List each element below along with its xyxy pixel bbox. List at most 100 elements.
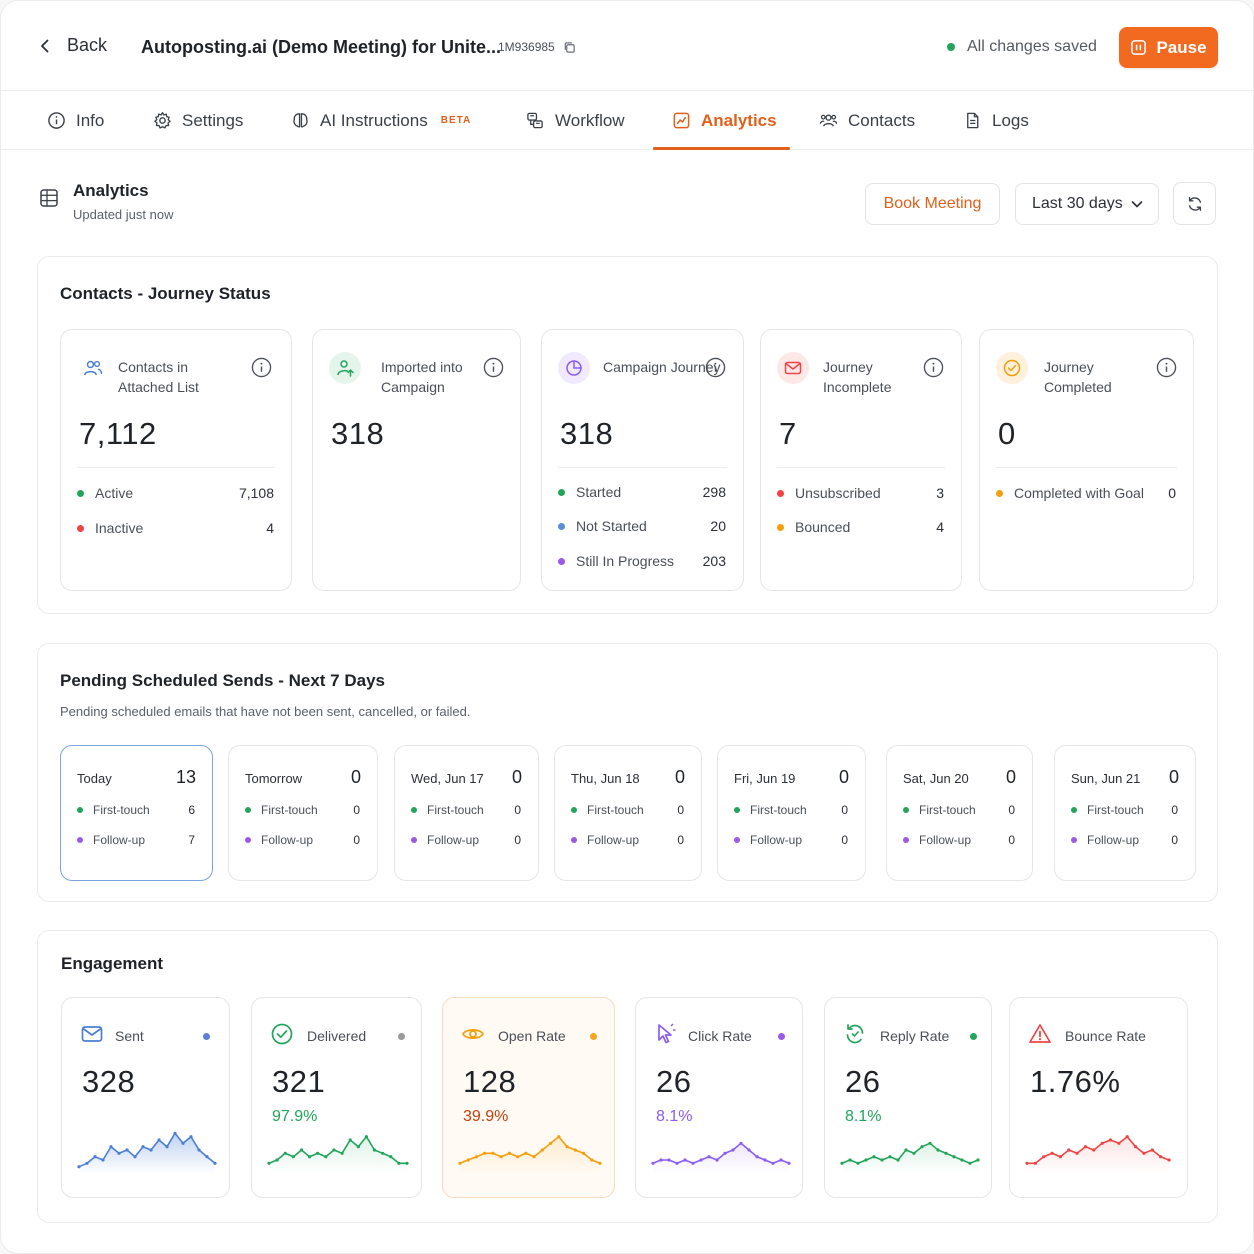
sent-card: Sent 328: [61, 997, 230, 1198]
sparkline-point: [532, 1155, 536, 1159]
sparkline-point: [731, 1148, 735, 1152]
sparkline-point: [372, 1148, 377, 1152]
metric-label: Sent: [115, 1028, 144, 1044]
sparkline-point: [888, 1155, 892, 1159]
tab-ai-instructions[interactable]: AI Instructions BETA: [291, 91, 471, 150]
sparkline-point: [267, 1161, 271, 1165]
pending-title: Pending Scheduled Sends - Next 7 Days: [60, 671, 385, 690]
book-meeting-button[interactable]: Book Meeting: [865, 183, 1000, 225]
stat-label: Active: [95, 485, 134, 501]
back-button[interactable]: Back: [37, 35, 107, 56]
date-range-select[interactable]: Last 30 days: [1015, 183, 1159, 225]
journey-status-panel: Contacts - Journey Status Contacts in At…: [37, 256, 1218, 614]
info-icon[interactable]: [251, 357, 272, 378]
sparkline-point: [458, 1161, 462, 1165]
cursor-icon: [658, 1023, 676, 1044]
sparkline-point: [976, 1158, 980, 1162]
sparkline-point: [283, 1151, 287, 1155]
sparkline-area: [269, 1136, 407, 1174]
status-dot-icon: [734, 837, 740, 843]
metric-value: 26: [845, 1064, 881, 1099]
sparkline-point: [308, 1155, 312, 1159]
sparkline-point: [483, 1151, 487, 1155]
analytics-icon: [673, 112, 690, 129]
day-label: Thu, Jun 18: [571, 771, 640, 786]
sparkline-point: [1050, 1151, 1054, 1155]
reply-icon: [846, 1024, 864, 1044]
tab-contacts[interactable]: Contacts: [819, 91, 915, 150]
sparkline-point: [1159, 1155, 1163, 1159]
day-card-jun20[interactable]: Sat, Jun 20 0 First-touch 0 Follow-up 0: [886, 745, 1033, 881]
sparkline-point: [275, 1158, 279, 1162]
status-dot-icon: [571, 807, 577, 813]
tab-bar: Info Settings AI Instructions BETA Workf…: [1, 91, 1253, 150]
date-range-value: Last 30 days: [1032, 195, 1123, 212]
day-label: Today: [77, 771, 112, 786]
sparkline-point: [771, 1161, 775, 1165]
day-card-jun18[interactable]: Thu, Jun 18 0 First-touch 0 Follow-up 0: [554, 745, 702, 881]
row-label: Follow-up: [93, 833, 146, 847]
metric-percent: 8.1%: [845, 1108, 882, 1125]
status-dot-icon: [777, 489, 784, 497]
jicon-wrap: [777, 352, 809, 384]
sparkline-point: [381, 1151, 385, 1155]
sparkline-point: [565, 1145, 569, 1149]
campaign-title: Autoposting.ai (Demo Meeting) for Unite.…: [141, 37, 501, 57]
sparkline-point: [109, 1145, 113, 1149]
mail-icon: [784, 361, 802, 375]
first-touch-row: First-touch 0: [903, 803, 1015, 817]
tab-logs[interactable]: Logs: [963, 91, 1029, 150]
sparkline-point: [787, 1161, 791, 1165]
info-icon[interactable]: [483, 357, 504, 378]
sparkline-point: [1058, 1155, 1062, 1159]
sparkline-point: [1083, 1145, 1088, 1149]
sparkline-point: [896, 1158, 900, 1162]
sparkline-point: [1142, 1151, 1146, 1155]
save-status-text: All changes saved: [967, 38, 1097, 55]
tab-analytics[interactable]: Analytics: [672, 91, 777, 150]
row-label: Follow-up: [1087, 833, 1140, 847]
pause-button[interactable]: Pause: [1119, 27, 1218, 68]
pause-icon: [1131, 40, 1147, 55]
row-label: First-touch: [93, 803, 150, 817]
user-import-icon: [337, 360, 354, 377]
divider: [777, 467, 945, 468]
day-card-today[interactable]: Today 13 First-touch 6 Follow-up 7: [60, 745, 213, 881]
sparkline-point: [149, 1148, 153, 1152]
metric-percent: 39.9%: [463, 1108, 509, 1125]
refresh-button[interactable]: [1173, 182, 1216, 225]
day-card-jun21[interactable]: Sun, Jun 21 0 First-touch 0 Follow-up 0: [1054, 745, 1196, 881]
sparkline-area: [79, 1133, 215, 1174]
sparkline-point: [117, 1151, 121, 1155]
sparkline-point: [864, 1158, 868, 1162]
metric-percent: 8.1%: [656, 1108, 693, 1125]
series-dot-icon: [203, 1033, 210, 1040]
tab-workflow[interactable]: Workflow: [526, 91, 625, 150]
bounce-rate-sparkline: [1025, 1135, 1171, 1174]
sparkline-point: [299, 1148, 304, 1152]
stat-row: Active 7,108: [77, 485, 274, 501]
stat-value: 4: [936, 519, 944, 535]
stat-label: Inactive: [95, 520, 144, 536]
day-card-jun19[interactable]: Fri, Jun 19 0 First-touch 0 Follow-up 0: [717, 745, 866, 881]
sparkline-point: [324, 1155, 328, 1159]
stat-row: Started 298: [558, 484, 726, 500]
sparkline-point: [904, 1148, 908, 1152]
info-icon[interactable]: [705, 357, 726, 378]
reply-rate-card: Reply Rate 26 8.1%: [824, 997, 992, 1198]
sparkline-point: [856, 1161, 860, 1165]
sparkline-point: [397, 1161, 401, 1165]
sparkline-point: [85, 1161, 89, 1165]
tab-settings[interactable]: Settings: [153, 91, 243, 150]
card-label: Contacts in Attached List: [118, 359, 199, 395]
sparkline-point: [557, 1135, 561, 1139]
day-card-jun17[interactable]: Wed, Jun 17 0 First-touch 0 Follow-up 0: [394, 745, 539, 881]
info-icon[interactable]: [1156, 357, 1177, 378]
copy-icon[interactable]: [563, 41, 576, 54]
sparkline-point: [659, 1158, 663, 1162]
info-icon[interactable]: [923, 357, 944, 378]
day-card-tomorrow[interactable]: Tomorrow 0 First-touch 0 Follow-up 0: [228, 745, 378, 881]
sparkline-point: [872, 1155, 876, 1159]
tab-info[interactable]: Info: [47, 91, 104, 150]
delivered-card: Delivered 321 97.9%: [251, 997, 422, 1198]
